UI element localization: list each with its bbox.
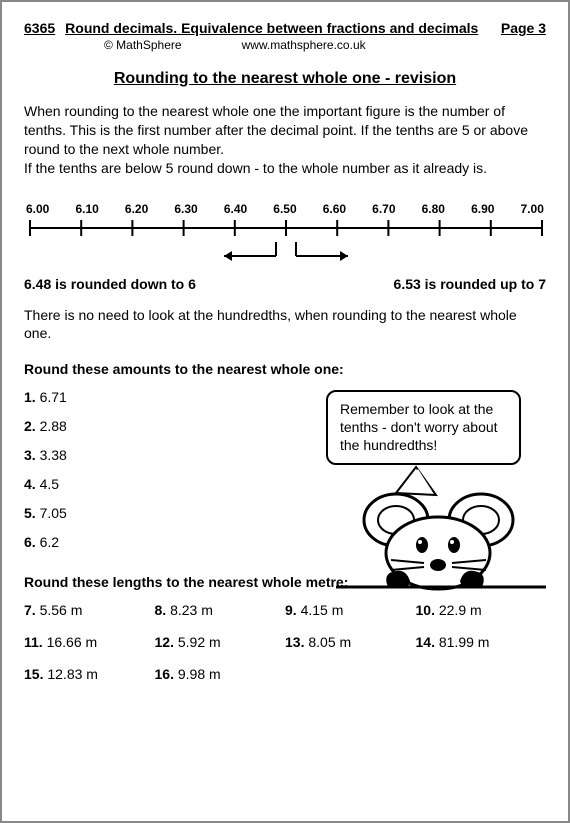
mouse-area: Remember to look at the tenths - don't w… [296, 390, 546, 598]
numberline-svg [24, 216, 548, 270]
question-item: 7. 5.56 m [24, 602, 155, 618]
section1-heading: Round these amounts to the nearest whole… [24, 361, 546, 377]
question-item: 8. 8.23 m [155, 602, 286, 618]
tick-label: 6.10 [75, 202, 98, 216]
tick-label: 7.00 [521, 202, 544, 216]
site-url: www.mathsphere.co.uk [242, 38, 366, 52]
question-item: 15. 12.83 m [24, 666, 155, 682]
tick-label: 6.80 [422, 202, 445, 216]
question-list-2: 7. 5.56 m8. 8.23 m9. 4.15 m10. 22.9 m 11.… [24, 602, 546, 682]
course-code: 6365 [24, 20, 55, 36]
speech-bubble: Remember to look at the tenths - don't w… [326, 390, 521, 465]
tick-label: 6.70 [372, 202, 395, 216]
rounding-examples: 6.48 is rounded down to 6 6.53 is rounde… [24, 276, 546, 292]
question-item: 13. 8.05 m [285, 634, 416, 650]
tick-label: 6.40 [224, 202, 247, 216]
numberline-labels: 6.00 6.10 6.20 6.30 6.40 6.50 6.60 6.70 6.80 6.90… [24, 202, 546, 216]
round-down-example: 6.48 is rounded down to 6 [24, 276, 196, 292]
tick-label: 6.30 [174, 202, 197, 216]
header-sub: © MathSphere www.mathsphere.co.uk [24, 38, 546, 52]
question-item: 14. 81.99 m [416, 634, 547, 650]
copyright: © MathSphere [104, 38, 182, 52]
tick-label: 6.20 [125, 202, 148, 216]
mouse-icon [296, 465, 546, 595]
tick-label: 6.00 [26, 202, 49, 216]
question-item: 10. 22.9 m [416, 602, 547, 618]
tick-label: 6.50 [273, 202, 296, 216]
question-item: 12. 5.92 m [155, 634, 286, 650]
page-title: Rounding to the nearest whole one - revi… [24, 70, 546, 88]
numberline: 6.00 6.10 6.20 6.30 6.40 6.50 6.60 6.70 6.80 6.90… [24, 202, 546, 270]
tick-label: 6.90 [471, 202, 494, 216]
question-item: 11. 16.66 m [24, 634, 155, 650]
intro-text: When rounding to the nearest whole one t… [24, 102, 546, 178]
course-title: Round decimals. Equivalence between frac… [55, 20, 501, 36]
page-header: 6365 Round decimals. Equivalence between… [24, 20, 546, 36]
tick-label: 6.60 [323, 202, 346, 216]
note-text: There is no need to look at the hundredt… [24, 306, 546, 344]
page-number: Page 3 [501, 20, 546, 36]
question-item: 16. 9.98 m [155, 666, 286, 682]
round-up-example: 6.53 is rounded up to 7 [394, 276, 546, 292]
question-item: 9. 4.15 m [285, 602, 416, 618]
